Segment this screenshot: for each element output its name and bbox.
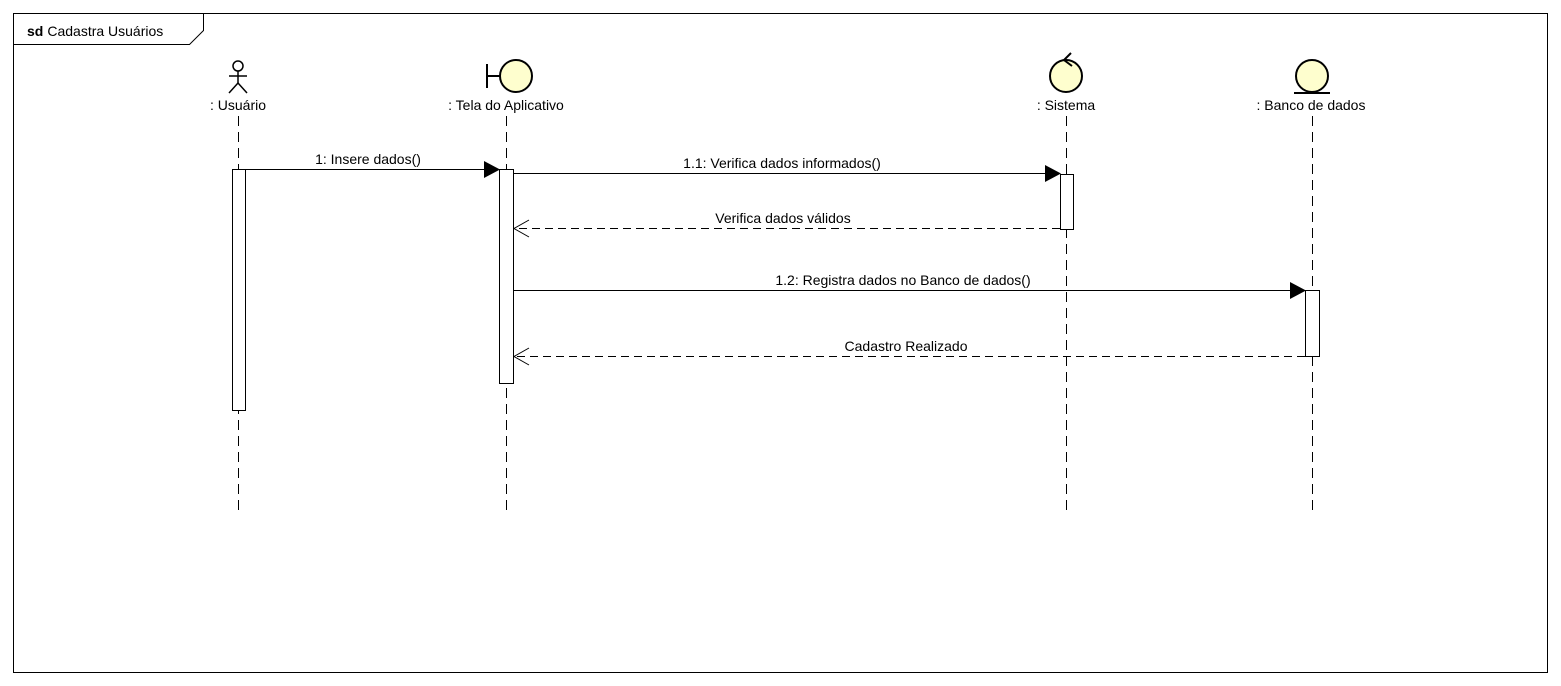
arrowhead-open	[512, 219, 530, 238]
diagram-frame	[13, 13, 1548, 673]
control-icon	[1049, 52, 1083, 93]
frame-title: Cadastra Usuários	[47, 23, 163, 39]
message-label-1-2: 1.2: Registra dados no Banco de dados()	[775, 272, 1030, 288]
participant-label-banco: : Banco de dados	[1257, 97, 1366, 113]
arrowhead-filled	[1290, 282, 1306, 299]
message-label-1-1: 1.1: Verifica dados informados()	[683, 155, 881, 171]
entity-icon	[1294, 59, 1330, 94]
actor-icon	[228, 60, 248, 94]
boundary-icon	[486, 59, 533, 93]
frame-label: sd Cadastra Usuários	[27, 23, 163, 39]
arrowhead-open	[512, 347, 530, 366]
reply-label-cadastro: Cadastro Realizado	[845, 338, 968, 354]
arrowhead-filled	[1045, 165, 1061, 182]
participant-label-usuario: : Usuário	[210, 97, 266, 113]
arrowhead-filled	[484, 161, 500, 178]
activation-tela	[499, 169, 514, 384]
message-label-1: 1: Insere dados()	[315, 151, 421, 167]
activation-sistema	[1060, 174, 1074, 230]
reply-label-verifica: Verifica dados válidos	[715, 210, 850, 226]
frame-keyword: sd	[27, 23, 43, 39]
frame-label-tab	[13, 13, 204, 45]
activation-banco	[1305, 290, 1320, 357]
participant-label-sistema: : Sistema	[1037, 97, 1096, 113]
activation-usuario	[232, 169, 246, 411]
participant-label-tela: : Tela do Aplicativo	[448, 97, 564, 113]
